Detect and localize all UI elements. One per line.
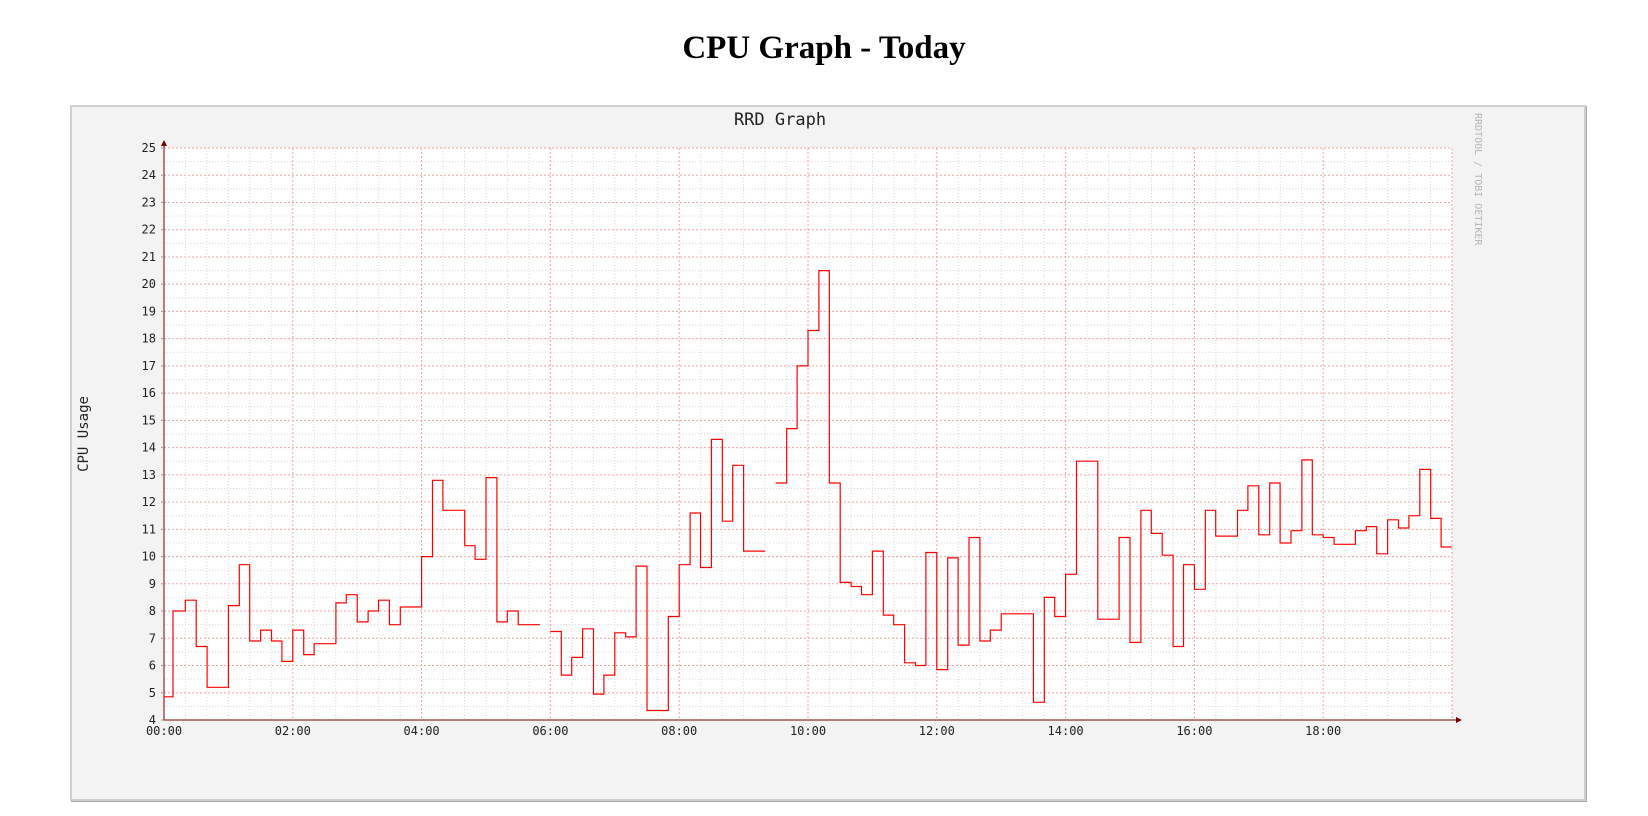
x-tick-label: 12:00: [919, 724, 955, 738]
page-title: CPU Graph - Today: [682, 30, 966, 66]
x-axis-arrow: [1456, 717, 1462, 723]
y-tick-label: 4: [149, 713, 156, 727]
y-tick-label: 13: [142, 468, 156, 482]
y-tick-label: 16: [142, 386, 156, 400]
y-tick-label: 12: [142, 495, 156, 509]
x-tick-label: 10:00: [790, 724, 826, 738]
y-tick-label: 23: [142, 195, 156, 209]
cpu-usage-line: [775, 270, 1452, 703]
cpu-usage-line: [164, 477, 540, 698]
x-tick-label: 18:00: [1305, 724, 1341, 738]
y-tick-label: 15: [142, 413, 156, 427]
y-tick-label: 25: [142, 141, 156, 155]
y-tick-label: 21: [142, 250, 156, 264]
y-tick-label: 7: [149, 631, 156, 645]
axes: [161, 140, 1462, 723]
y-tick-label: 5: [149, 686, 156, 700]
y-tick-label: 8: [149, 604, 156, 618]
watermark: RRDTOOL / TOBI OETIKER: [1472, 113, 1483, 246]
x-tick-label: 00:00: [146, 724, 182, 738]
x-tick-label: 02:00: [275, 724, 311, 738]
y-tick-label: 10: [142, 550, 156, 564]
x-tick-label: 04:00: [404, 724, 440, 738]
x-tick-label: 06:00: [532, 724, 568, 738]
y-tick-label: 24: [142, 168, 156, 182]
y-tick-label: 22: [142, 223, 156, 237]
y-tick-label: 18: [142, 332, 156, 346]
rrd-graph-panel: 4 5 6 7 8 9 10 11 12 13 14 15 16 17 18 19 20 21 22 23 24 25 00…: [70, 105, 1586, 801]
y-axis-label: CPU Usage: [76, 396, 92, 472]
x-tick-label: 16:00: [1176, 724, 1212, 738]
y-tick-label: 9: [149, 577, 156, 591]
y-tick-label: 19: [142, 304, 156, 318]
y-tick-label: 17: [142, 359, 156, 373]
cpu-series: [164, 270, 1452, 712]
y-tick-label: 14: [142, 441, 156, 455]
axis-labels: 4 5 6 7 8 9 10 11 12 13 14 15 16 17 18 19 20 21 22 23 24 25 00…: [142, 141, 1342, 738]
rrd-graph: 4 5 6 7 8 9 10 11 12 13 14 15 16 17 18 19 20 21 22 23 24 25 00…: [76, 110, 1483, 738]
x-tick-label: 08:00: [661, 724, 697, 738]
chart-title: RRD Graph: [734, 110, 826, 130]
y-tick-label: 20: [142, 277, 156, 291]
cpu-usage-line: [550, 438, 766, 712]
y-tick-label: 6: [149, 659, 156, 673]
y-axis-arrow: [161, 140, 167, 146]
x-tick-label: 14:00: [1048, 724, 1084, 738]
y-tick-label: 11: [142, 522, 156, 536]
